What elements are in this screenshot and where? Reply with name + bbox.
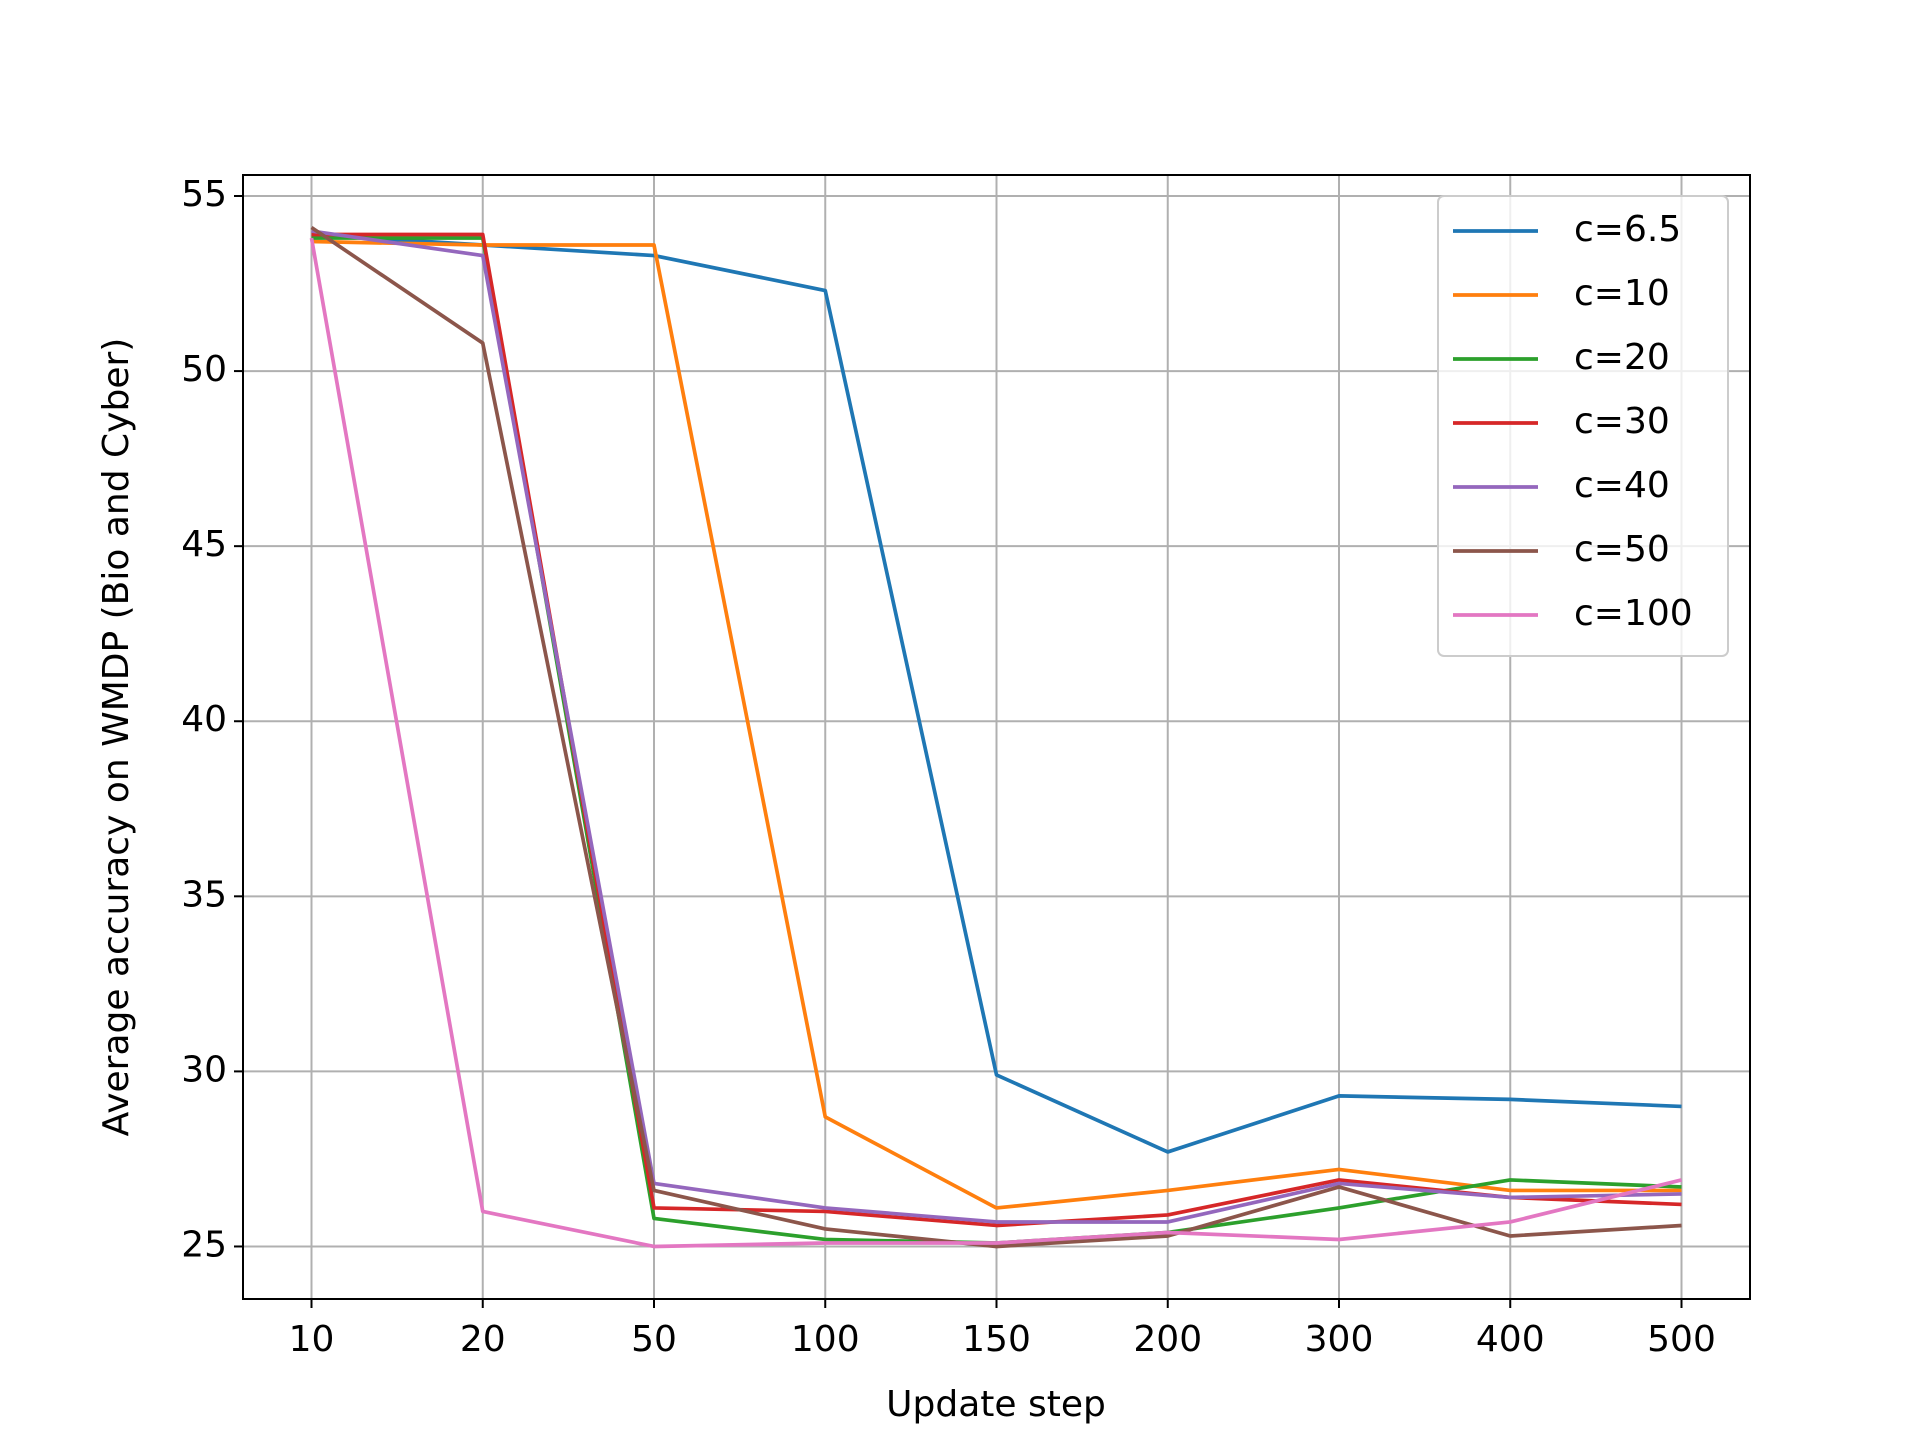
legend-label: c=100 xyxy=(1574,593,1693,634)
x-tick-label: 400 xyxy=(1476,1319,1545,1360)
legend-box xyxy=(1437,195,1729,657)
legend-label: c=30 xyxy=(1574,401,1670,442)
data-line xyxy=(311,232,1682,1154)
legend-label: c=20 xyxy=(1574,337,1670,378)
legend-label: c=50 xyxy=(1574,529,1670,570)
data-line xyxy=(310,225,1682,1249)
x-tick-label: 300 xyxy=(1305,1319,1374,1360)
axes-frame xyxy=(242,174,1751,1300)
y-tick-label: 55 xyxy=(181,174,227,215)
legend-label: c=10 xyxy=(1574,273,1670,314)
y-tick-label: 25 xyxy=(181,1224,227,1265)
data-line xyxy=(309,237,1682,1249)
x-tick-label: 10 xyxy=(289,1319,335,1360)
y-tick-label: 45 xyxy=(181,524,227,565)
y-tick-label: 50 xyxy=(181,349,227,390)
data-line xyxy=(311,239,1682,1210)
legend-label: c=40 xyxy=(1574,465,1670,506)
x-tick-label: 100 xyxy=(791,1319,860,1360)
y-tick-label: 30 xyxy=(181,1049,227,1090)
y-tick-label: 40 xyxy=(181,699,227,740)
y-tick-label: 35 xyxy=(181,874,227,915)
x-tick-label: 200 xyxy=(1133,1319,1202,1360)
data-line xyxy=(311,229,1682,1224)
legend-label: c=6.5 xyxy=(1574,209,1681,250)
x-tick-label: 20 xyxy=(460,1319,506,1360)
x-tick-label: 50 xyxy=(631,1319,677,1360)
y-axis-label: Average accuracy on WMDP (Bio and Cyber) xyxy=(96,338,137,1137)
x-tick-label: 150 xyxy=(962,1319,1031,1360)
x-axis-label: Update step xyxy=(886,1384,1106,1425)
x-tick-label: 500 xyxy=(1647,1319,1716,1360)
